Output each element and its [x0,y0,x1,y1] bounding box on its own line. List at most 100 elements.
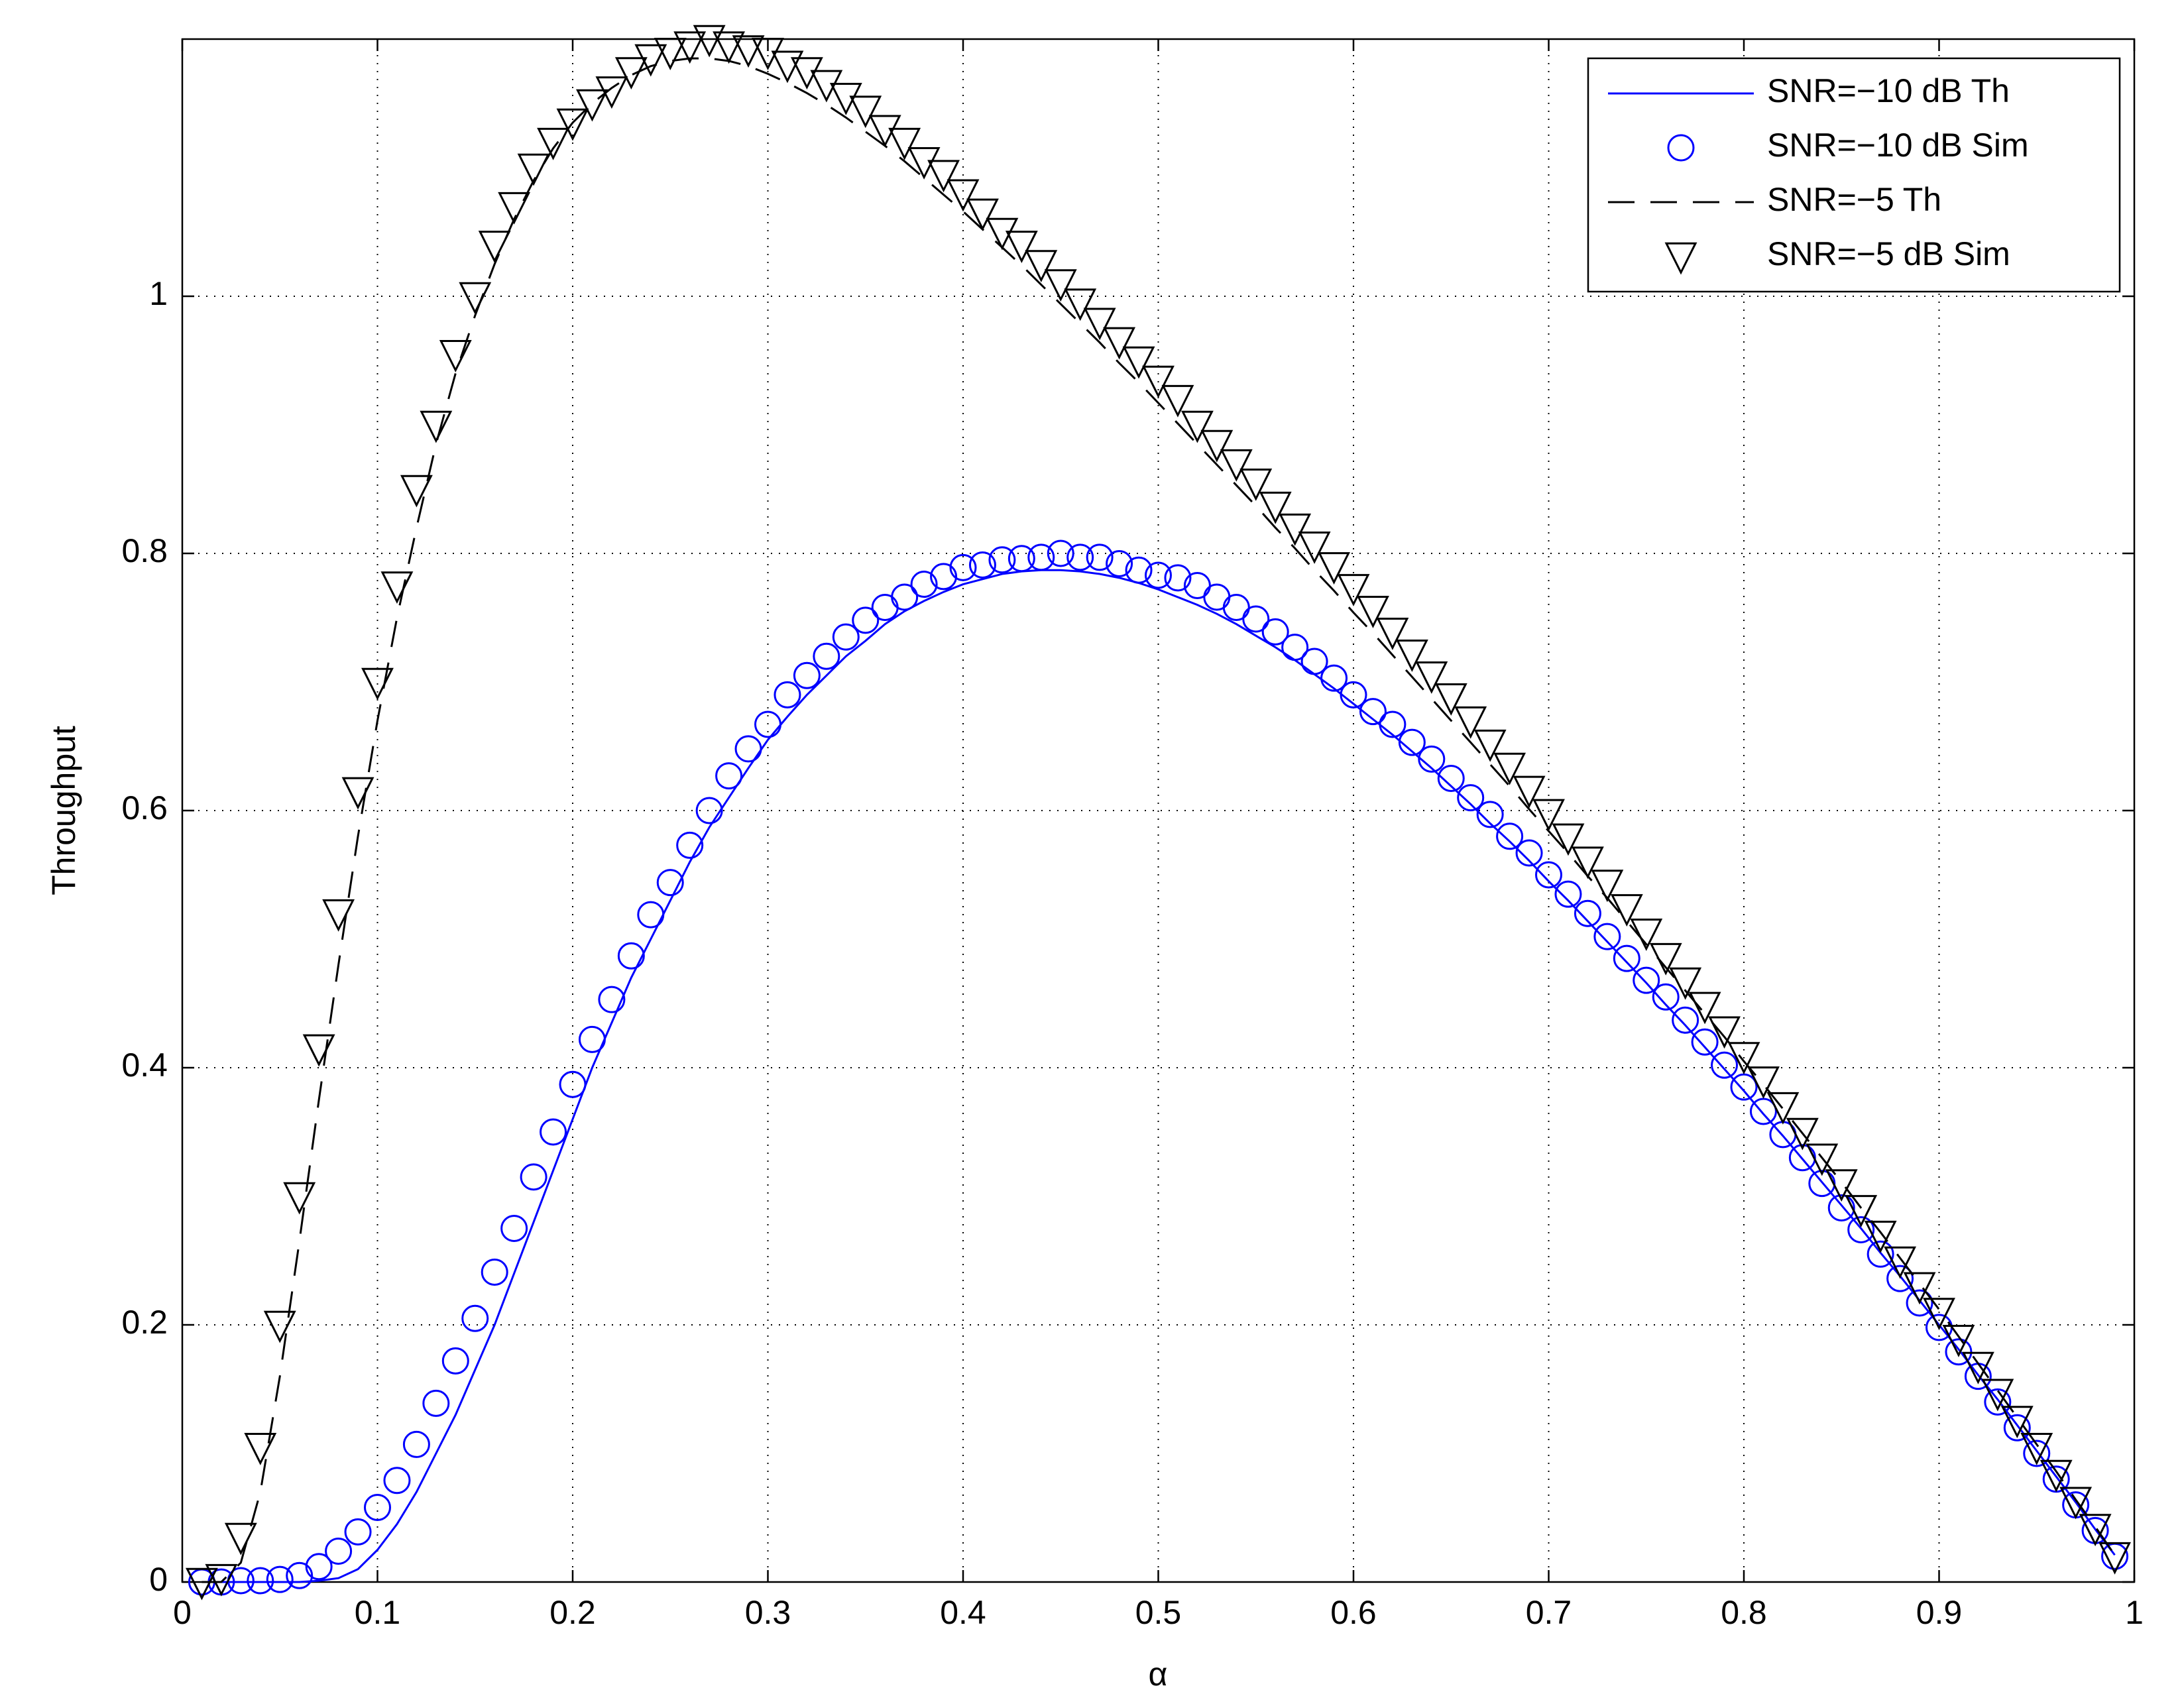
marker [1864,1220,1897,1253]
marker [2000,1406,2034,1439]
series-line [201,57,2116,1583]
marker [1923,1298,1955,1331]
marker [1571,846,1604,879]
marker [305,1553,333,1581]
marker [1633,966,1660,994]
marker [1493,752,1526,785]
marker [1984,1388,2012,1416]
marker [283,1182,316,1215]
legend-box [1587,57,2121,293]
x-tick-label: 0.1 [355,1594,401,1631]
marker [1300,648,1328,675]
marker [286,1561,314,1589]
marker [673,31,707,64]
marker [2003,1414,2031,1442]
marker [868,115,901,148]
marker [1379,710,1407,738]
marker [1242,605,1270,633]
y-axis-label: Throughput [45,726,82,895]
marker [1007,545,1035,573]
marker [1672,1006,1699,1034]
y-tick-label: 1 [149,275,168,312]
legend: SNR=−10 dB Th SNR=−10 dB Sim SNR=−5 Th SNR=… [1587,57,2121,293]
marker [481,1258,508,1286]
marker [1847,1215,1875,1243]
marker [1825,1169,1858,1202]
marker [578,1025,606,1053]
marker [1145,561,1172,589]
marker [1044,269,1077,302]
legend-label: SNR=−10 dB Th [1767,72,2010,109]
marker [461,1304,489,1332]
marker [1005,231,1038,263]
marker [2059,1487,2093,1520]
marker [1669,967,1702,1000]
marker [1593,923,1621,950]
series-line [201,569,2116,1583]
marker [1239,469,1273,501]
marker [1164,564,1192,592]
plot-frame [181,38,2136,1583]
marker [695,797,723,824]
marker [1064,288,1097,321]
marker [1454,706,1487,739]
marker [1083,308,1116,341]
marker [1613,944,1640,972]
marker [988,546,1016,574]
marker [1415,661,1448,694]
marker [1476,801,1504,828]
marker [205,1563,238,1597]
marker [949,553,977,581]
marker [400,475,433,508]
marker [1357,596,1389,628]
marker [322,899,355,932]
marker [500,1215,528,1242]
marker [402,1430,430,1458]
legend-label: SNR=−10 dB Sim [1767,127,2029,164]
marker [891,583,919,611]
marker [266,1565,294,1593]
marker [790,57,823,90]
marker [1942,1325,1975,1357]
marker [364,1493,391,1521]
marker [459,282,492,315]
marker [1610,894,1643,927]
marker [813,642,840,670]
marker [930,563,958,591]
marker [1125,556,1153,584]
legend-label: SNR=−5 dB Sim [1767,235,2010,272]
marker [598,986,626,1013]
marker [1727,1042,1760,1075]
marker [1161,384,1194,418]
marker [341,777,374,810]
marker [1730,1073,1758,1101]
marker [634,44,667,77]
marker [1261,618,1289,646]
marker [1025,250,1058,283]
marker [1961,1351,1994,1385]
marker [1981,1379,2014,1412]
marker [966,198,999,231]
marker [1122,346,1155,379]
marker [540,1118,567,1146]
legend-swatch [1667,134,1695,162]
marker [927,160,960,193]
marker [556,108,589,141]
marker [829,83,862,115]
marker [1630,919,1663,951]
marker [1318,552,1350,585]
marker [1552,823,1585,856]
marker [1945,1338,1973,1366]
x-axis-label: α [1149,1656,1168,1693]
marker [247,1567,274,1595]
marker [614,57,648,90]
marker [520,1163,547,1191]
marker [1359,698,1387,726]
marker [478,231,511,263]
marker [1747,1066,1780,1099]
marker [559,1070,587,1098]
marker [637,901,665,929]
marker [1515,839,1543,867]
